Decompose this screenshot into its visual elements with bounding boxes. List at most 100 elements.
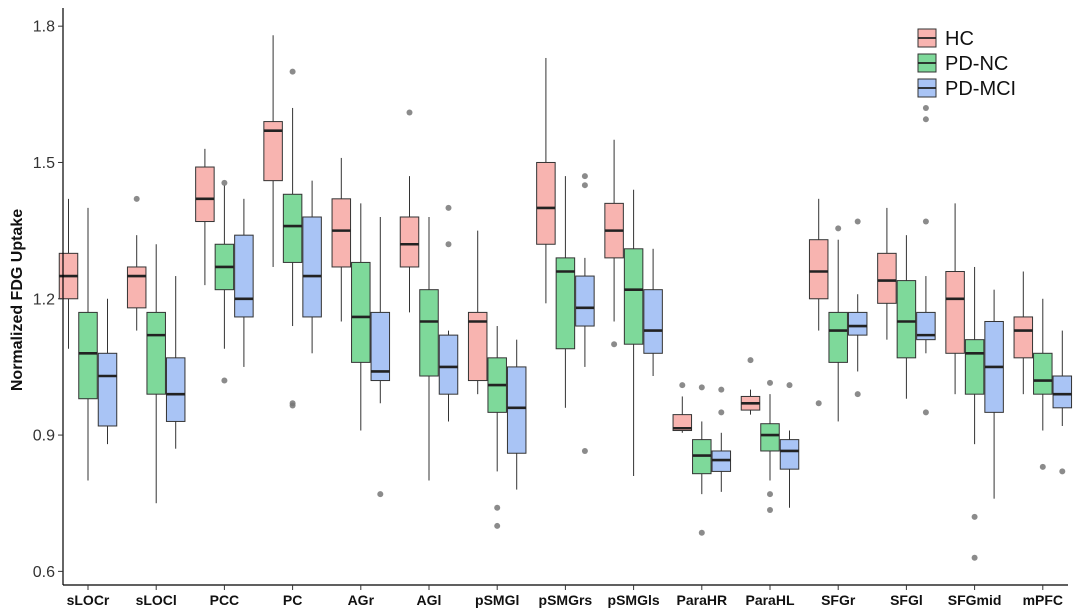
box-hc-sfgmid: [945, 203, 965, 395]
outlier-point: [377, 491, 384, 498]
box-pd-nc-agr: [351, 203, 371, 431]
box-iqr: [916, 311, 936, 341]
outlier-point: [922, 104, 929, 111]
outlier-point: [494, 522, 501, 529]
outlier-point: [679, 382, 686, 389]
box-pd-nc-mpfc: [1033, 298, 1053, 470]
y-axis-title: Normalized FDG Uptake: [9, 209, 26, 391]
box-pd-nc-psmgl: [487, 326, 507, 529]
box-pd-mci-sfgr: [847, 218, 868, 398]
x-tick-label: PCC: [210, 592, 240, 608]
outlier-point: [767, 379, 773, 386]
outlier-point: [133, 195, 140, 202]
box-iqr: [808, 239, 829, 300]
x-tick-label: pSMGrs: [539, 592, 593, 608]
outlier-point: [922, 218, 929, 225]
outlier-point: [221, 377, 228, 384]
outlier-point: [854, 391, 861, 398]
outlier-point: [922, 409, 929, 416]
box-pd-mci-parahr: [711, 386, 732, 492]
box-hc-parahl: [740, 357, 761, 415]
box-iqr: [828, 311, 848, 363]
outlier-point: [971, 554, 978, 561]
box-iqr: [847, 311, 868, 336]
x-tick-label: AGl: [417, 592, 442, 608]
legend-label: PD-NC: [945, 53, 1008, 75]
outlier-point: [494, 504, 501, 511]
y-tick-label: 0.6: [33, 564, 55, 581]
box-hc-agr: [331, 157, 352, 322]
y-tick-label: 1.8: [33, 19, 55, 36]
box-hc-slocr: [58, 198, 79, 349]
box-iqr: [419, 289, 439, 377]
box-hc-pcc: [195, 148, 215, 286]
box-pd-mci-sfgl: [916, 104, 936, 416]
x-tick-label: ParaHR: [677, 592, 728, 608]
box-hc-sfgl: [877, 207, 897, 340]
box-iqr: [370, 311, 391, 382]
box-iqr: [643, 289, 663, 354]
box-iqr: [623, 248, 644, 345]
outlier-point: [221, 179, 228, 186]
box-iqr: [536, 161, 556, 245]
box-pd-nc-psmgls: [623, 189, 644, 476]
box-iqr: [1052, 375, 1073, 409]
box-iqr: [760, 423, 780, 452]
x-tick-label: SFGr: [821, 592, 856, 608]
outlier-point: [815, 400, 822, 407]
box-iqr: [877, 252, 897, 304]
outlier-point: [581, 182, 588, 189]
box-pd-nc-sfgmid: [964, 266, 985, 561]
box-iqr: [165, 357, 186, 422]
box-iqr: [351, 261, 371, 363]
box-pd-nc-psmgrs: [555, 176, 576, 408]
box-iqr: [506, 366, 527, 454]
outlier-point: [445, 241, 452, 248]
box-iqr: [146, 311, 166, 395]
box-pd-mci-slocr: [97, 298, 118, 445]
outlier-point: [289, 402, 296, 409]
box-pd-mci-agr: [370, 216, 391, 498]
box-iqr: [672, 414, 693, 432]
outlier-point: [698, 529, 705, 536]
y-tick-label: 1.2: [33, 291, 55, 308]
outlier-point: [581, 447, 588, 454]
box-iqr: [126, 266, 147, 309]
box-pd-mci-psmgls: [643, 248, 663, 377]
box-pd-mci-psmgrs: [575, 173, 595, 454]
box-pd-nc-parahr: [692, 384, 712, 536]
box-hc-parahr: [672, 382, 693, 433]
box-iqr: [97, 352, 118, 427]
box-iqr: [399, 216, 420, 268]
outlier-point: [445, 204, 452, 211]
box-pd-mci-parahl: [779, 382, 800, 508]
legend-item-pd-nc: PD-NC: [917, 53, 1008, 75]
box-pd-mci-sfgmid: [984, 289, 1004, 499]
box-pd-nc-sfgr: [828, 225, 848, 422]
outlier-point: [854, 218, 861, 225]
box-pd-nc-pcc: [214, 179, 235, 384]
outlier-point: [767, 491, 773, 498]
box-iqr: [234, 234, 254, 318]
box-pd-nc-slocl: [146, 244, 166, 504]
outlier-point: [747, 357, 754, 364]
outlier-point: [718, 386, 725, 393]
box-iqr: [438, 334, 459, 395]
x-tick-label: ParaHL: [745, 592, 794, 608]
outlier-point: [698, 384, 705, 391]
box-hc-mpfc: [1013, 271, 1034, 395]
box-iqr: [896, 280, 917, 359]
box-hc-agl: [399, 109, 420, 313]
x-tick-label: sLOCl: [136, 592, 177, 608]
x-tick-label: AGr: [348, 592, 375, 608]
box-hc-pc: [263, 35, 283, 267]
legend-label: PD-MCI: [945, 78, 1016, 100]
outlier-point: [611, 341, 618, 348]
axes: 0.6 0.9 1.2 1.5 1.8 sLOCr sLOCl PCC PC AGr AGl pSMG…: [33, 8, 1068, 608]
box-pd-mci-pcc: [234, 198, 254, 367]
x-tick-label: pSMGls: [608, 592, 660, 608]
box-pd-nc-parahl: [760, 379, 780, 514]
y-tick-label: 1.5: [33, 155, 55, 172]
legend-item-hc: HC: [917, 28, 974, 50]
